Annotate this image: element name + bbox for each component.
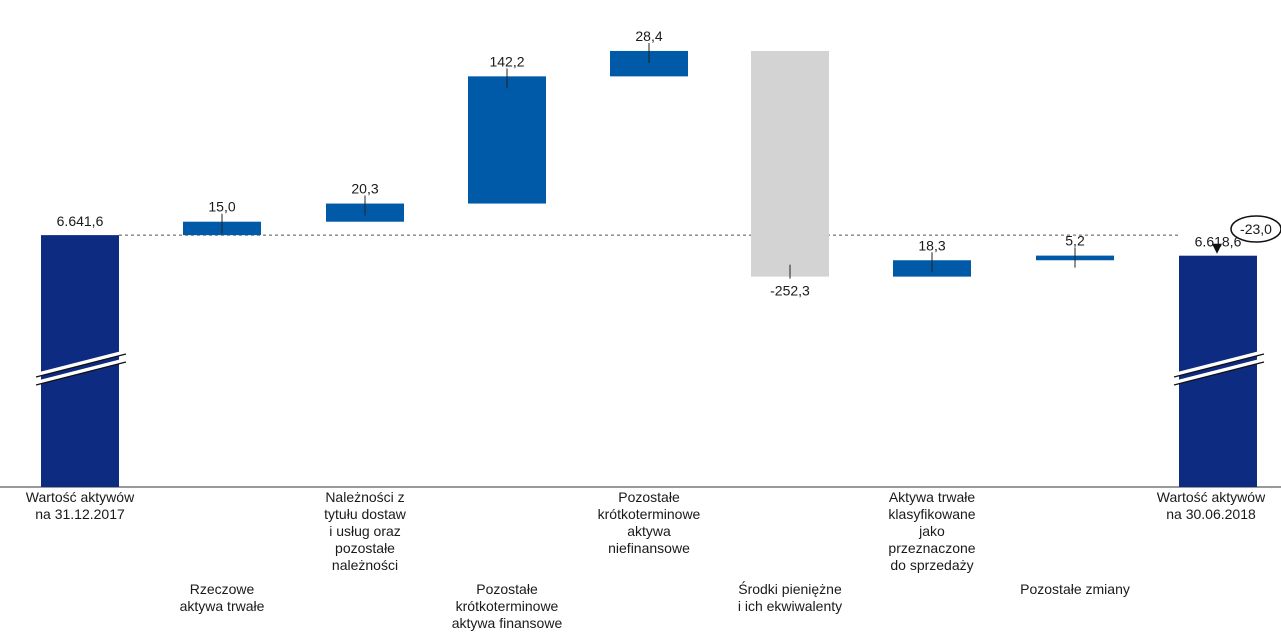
category-label-1: Rzeczowe aktywa trwałe — [179, 581, 265, 614]
value-label-4: 28,4 — [635, 28, 662, 44]
category-label-2: Należności z tytułu dostaw i usług oraz … — [324, 489, 406, 573]
value-label-1: 15,0 — [208, 199, 235, 215]
category-label-3: Pozostałe krótkoterminowe aktywa finanso… — [451, 581, 563, 631]
axis-break-gap-0-0 — [35, 350, 127, 377]
axis-break-mark-8-8 — [1173, 361, 1265, 386]
category-label-8: Wartość aktywów na 30.06.2018 — [1156, 489, 1266, 522]
value-label-8: 6.618,6 — [1195, 234, 1242, 250]
bar-0 — [41, 235, 119, 487]
value-label-5: -252,3 — [770, 283, 810, 299]
category-label-0: Wartość aktywów na 31.12.2017 — [25, 489, 135, 522]
value-label-6: 18,3 — [918, 237, 945, 253]
value-label-7: 5,2 — [1065, 233, 1085, 249]
category-label-7: Pozostałe zmiany — [1020, 581, 1130, 597]
category-label-4: Pozostałe krótkoterminowe aktywa niefina… — [597, 489, 701, 556]
category-label-6: Aktywa trwałe klasyfikowane jako przezna… — [888, 489, 976, 573]
change-callout-text: -23,0 — [1240, 221, 1272, 237]
change-callout-oval — [1230, 215, 1281, 243]
axis-break-gap-0-8 — [35, 358, 127, 385]
axis-break-mark-0-8 — [35, 361, 127, 386]
category-label-5: Środki pieniężne i ich ekwiwalenty — [737, 581, 843, 614]
change-arrow — [1212, 243, 1222, 254]
bar-5 — [751, 50, 829, 277]
value-label-0: 6.641,6 — [57, 213, 104, 229]
bar-3 — [468, 76, 546, 204]
value-label-2: 20,3 — [351, 181, 378, 197]
value-label-3: 142,2 — [489, 53, 524, 69]
axis-break-mark-8-0 — [1173, 353, 1265, 378]
axis-break-gap-8-0 — [1173, 350, 1265, 377]
axis-break-gap-8-8 — [1173, 358, 1265, 385]
axis-break-mark-0-0 — [35, 353, 127, 378]
